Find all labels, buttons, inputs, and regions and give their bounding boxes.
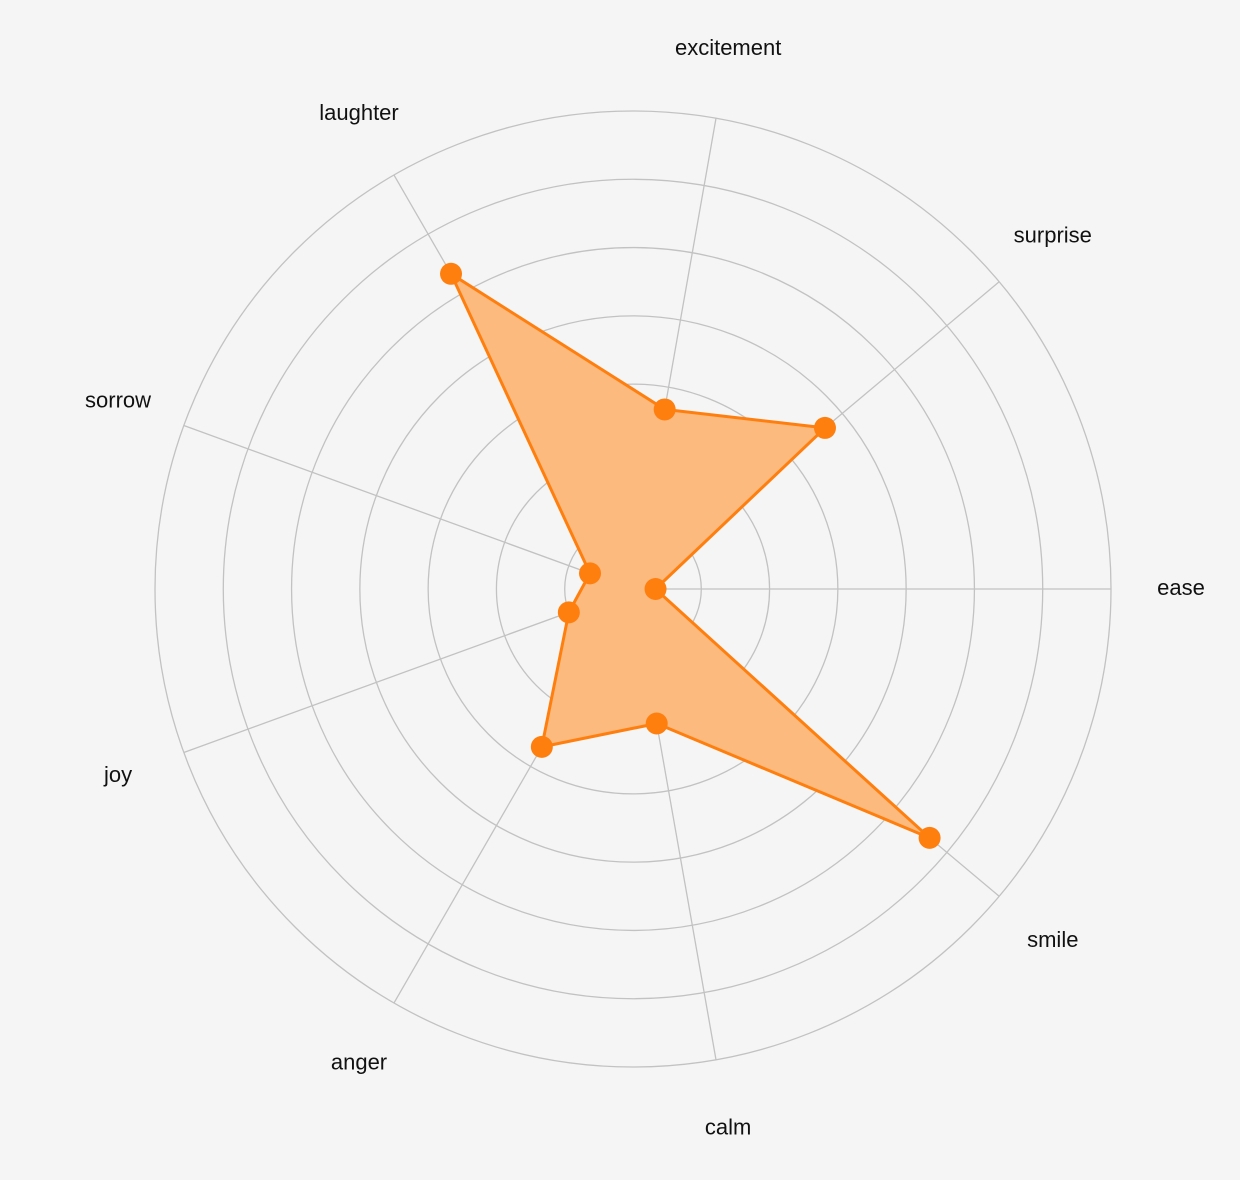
axis-label-excitement: excitement [675,35,781,60]
axis-label-anger: anger [331,1049,387,1074]
data-point-anger [531,736,553,758]
axis-label-sorrow: sorrow [85,387,151,412]
data-point-calm [646,712,668,734]
data-point-smile [919,827,941,849]
data-point-surprise [814,417,836,439]
series-area-0 [451,274,930,838]
axis-label-surprise: surprise [1014,223,1092,248]
axis-label-laughter: laughter [319,100,399,125]
data-point-laughter [440,263,462,285]
axis-label-joy: joy [103,762,132,787]
radar-series [440,263,941,849]
axis-label-ease: ease [1157,575,1205,600]
data-point-ease [645,578,667,600]
data-point-excitement [654,398,676,420]
data-point-joy [558,601,580,623]
axis-label-calm: calm [705,1114,751,1139]
data-point-sorrow [579,562,601,584]
axis-label-smile: smile [1027,927,1078,952]
